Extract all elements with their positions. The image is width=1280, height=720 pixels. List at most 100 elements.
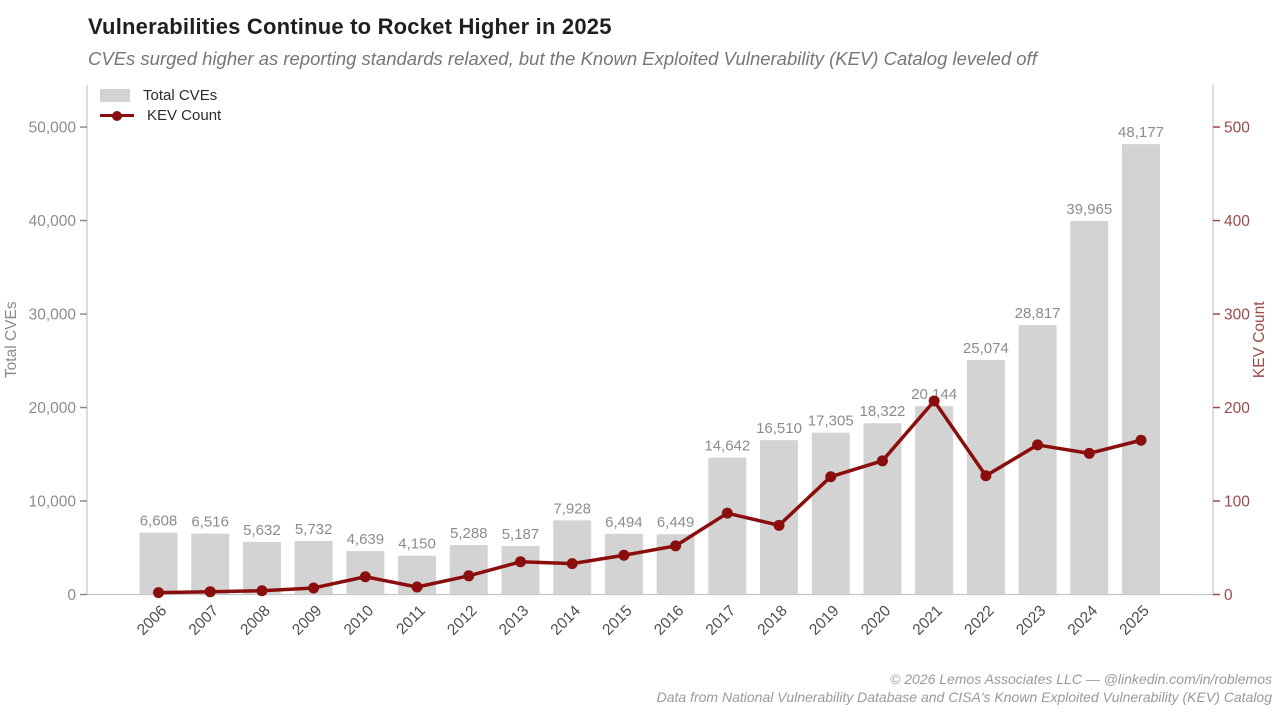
page-title: Vulnerabilities Continue to Rocket Highe… — [88, 14, 612, 39]
bar — [139, 532, 178, 595]
kev-point — [825, 471, 837, 483]
x-axis-year-label: 2017 — [703, 602, 739, 638]
bar — [553, 520, 592, 595]
copyright-line: © 2026 Lemos Associates LLC — @linkedin.… — [890, 671, 1272, 687]
bar — [1070, 220, 1109, 595]
right-tick-label: 100 — [1224, 494, 1250, 511]
kev-point — [876, 455, 888, 467]
right-tick-label: 200 — [1224, 400, 1250, 417]
x-axis-year-label: 2018 — [754, 602, 790, 638]
legend-item-kev-count: KEV Count — [100, 106, 222, 124]
legend-label: Total CVEs — [143, 86, 218, 104]
kev-line — [158, 399, 1142, 595]
x-axis-year-label: 2019 — [806, 602, 842, 638]
bar-value-label: 5,288 — [450, 525, 488, 542]
kev-point — [773, 519, 785, 531]
left-tick-label: 40,000 — [29, 213, 77, 230]
kev-point — [1032, 439, 1044, 451]
bar — [915, 406, 954, 595]
bar — [449, 545, 488, 595]
x-axis-year-label: 2009 — [289, 602, 325, 638]
kev-point — [359, 571, 371, 583]
x-axis-year-label: 2008 — [237, 602, 273, 638]
x-axis-year-label: 2013 — [496, 602, 532, 638]
bar-swatch-icon — [100, 88, 130, 102]
kev-point — [256, 585, 268, 597]
bar-value-label: 18,322 — [860, 403, 906, 420]
kev-point — [411, 581, 423, 593]
left-axis-title: Total CVEs — [3, 301, 20, 378]
bar-value-label: 6,608 — [140, 513, 178, 530]
bar — [708, 457, 747, 595]
x-axis-year-label: 2022 — [961, 602, 997, 638]
bar-value-label: 17,305 — [808, 413, 854, 430]
page-subtitle: CVEs surged higher as reporting standard… — [88, 48, 1037, 69]
right-axis-title: KEV Count — [1251, 301, 1268, 378]
x-axis-year-label: 2021 — [910, 602, 946, 638]
x-axis-year-label: 2007 — [186, 602, 222, 638]
bar-value-label: 20,144 — [911, 386, 957, 403]
bar-value-label: 5,187 — [502, 526, 540, 543]
chart-legend: Total CVEs KEV Count — [100, 86, 222, 124]
legend-item-total-cves: Total CVEs — [100, 86, 221, 104]
kev-point — [308, 582, 320, 594]
x-axis-year-label: 2023 — [1013, 602, 1049, 638]
bar — [1122, 144, 1160, 595]
left-tick-label: 50,000 — [29, 120, 77, 137]
bar — [863, 423, 902, 595]
kev-point — [153, 587, 164, 599]
x-axis-year-label: 2014 — [548, 602, 585, 639]
bar-value-label: 6,494 — [605, 514, 643, 531]
bar-value-label: 39,965 — [1066, 201, 1112, 218]
bar-value-label: 5,732 — [295, 521, 333, 538]
left-tick-label: 10,000 — [29, 494, 77, 511]
bar-value-label: 48,177 — [1118, 124, 1164, 141]
x-axis-year-label: 2025 — [1116, 602, 1152, 638]
legend-label: KEV Count — [147, 106, 222, 124]
bar-value-label: 14,642 — [704, 438, 750, 455]
x-axis-year-label: 2016 — [651, 602, 687, 638]
x-axis-year-label: 2012 — [444, 602, 480, 638]
kev-point — [980, 470, 992, 482]
x-axis-year-label: 2020 — [858, 602, 895, 639]
x-axis-year-label: 2011 — [393, 602, 429, 638]
bar-value-label: 6,516 — [191, 514, 229, 531]
left-tick-label: 0 — [67, 587, 76, 604]
line-swatch-icon — [100, 109, 134, 122]
bar — [604, 533, 643, 595]
kev-point — [514, 556, 526, 568]
kev-point — [670, 540, 682, 552]
left-tick-label: 30,000 — [29, 307, 77, 324]
bar — [760, 440, 799, 595]
kev-point — [566, 558, 578, 570]
right-tick-label: 300 — [1224, 307, 1250, 324]
attribution-footer: © 2026 Lemos Associates LLC — @linkedin.… — [657, 670, 1272, 706]
bar — [1018, 325, 1057, 595]
kev-point — [463, 570, 475, 582]
data-source-line: Data from National Vulnerability Databas… — [656, 689, 1272, 705]
right-tick-label: 500 — [1224, 120, 1250, 137]
right-tick-label: 400 — [1224, 213, 1250, 230]
bar-value-label: 7,928 — [553, 500, 591, 517]
kev-point — [204, 586, 216, 598]
kev-point — [721, 507, 733, 519]
x-axis-year-label: 2010 — [341, 602, 378, 639]
x-axis-year-label: 2024 — [1065, 602, 1102, 639]
bar-value-label: 4,150 — [398, 536, 436, 553]
bar-value-label: 16,510 — [756, 420, 802, 437]
kev-point — [928, 395, 940, 407]
kev-point — [618, 549, 630, 561]
x-axis-year-label: 2015 — [599, 602, 635, 638]
bar — [191, 533, 230, 595]
bar-value-label: 28,817 — [1015, 305, 1061, 322]
right-tick-label: 0 — [1224, 587, 1233, 604]
x-axis-year-label: 2006 — [134, 602, 170, 638]
bar — [501, 546, 540, 595]
bar-value-label: 4,639 — [347, 531, 385, 548]
bar-value-label: 5,632 — [243, 522, 281, 539]
left-tick-label: 20,000 — [29, 400, 77, 417]
bar — [811, 432, 850, 595]
bar-value-label: 25,074 — [963, 340, 1009, 357]
